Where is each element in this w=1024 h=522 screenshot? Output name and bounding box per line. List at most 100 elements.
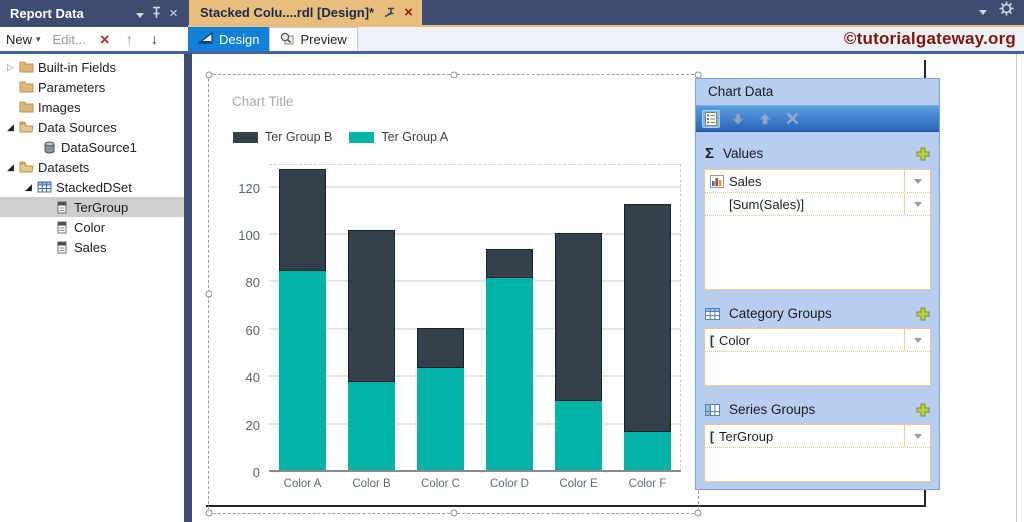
- expander-expanded-icon[interactable]: ◢: [25, 181, 32, 192]
- resize-handle[interactable]: [450, 509, 457, 517]
- close-icon[interactable]: ×: [169, 5, 178, 22]
- tree-item-images[interactable]: Images: [0, 97, 184, 117]
- add-category-group-button[interactable]: [916, 307, 930, 321]
- category-groups-label: Category Groups: [729, 306, 832, 321]
- tree-item-datasets[interactable]: ◢ Datasets: [0, 157, 184, 177]
- values-list: Sales [Sum(Sales)]: [704, 169, 931, 290]
- x-axis-tick-label: Color A: [283, 478, 322, 490]
- field-icon: [53, 201, 71, 214]
- tree-item-tergroup[interactable]: TerGroup: [0, 197, 184, 217]
- move-up-icon[interactable]: ↑: [125, 31, 133, 47]
- value-row-sum-sales[interactable]: [Sum(Sales)]: [705, 193, 930, 216]
- category-group-row-color[interactable]: [ Color: [705, 329, 930, 352]
- resize-handle[interactable]: [694, 509, 702, 517]
- bar-segment[interactable]: [348, 381, 395, 472]
- bar-stack-color-b[interactable]: [348, 164, 395, 472]
- bar-segment[interactable]: [348, 230, 395, 382]
- dropdown-button[interactable]: [904, 425, 930, 447]
- bar-segment[interactable]: [417, 327, 464, 368]
- tab-list-chevron-icon[interactable]: [979, 3, 987, 18]
- move-down-icon[interactable]: [729, 110, 747, 128]
- gear-icon[interactable]: [999, 1, 1014, 19]
- bar-stack-color-d[interactable]: [486, 164, 533, 472]
- gridlines: 0 20 40 60 80 100 120: [238, 164, 681, 480]
- y-axis-tick-label: 120: [238, 180, 260, 196]
- new-button[interactable]: New: [6, 31, 33, 47]
- legend-item[interactable]: Ter Group A: [349, 130, 448, 144]
- add-series-group-button[interactable]: [916, 403, 930, 417]
- category-groups-header: Category Groups: [696, 306, 939, 321]
- bar-segment[interactable]: [555, 400, 602, 472]
- pin-icon[interactable]: [148, 6, 165, 22]
- plot-area[interactable]: 0 20 40 60 80 100 120: [238, 164, 681, 480]
- gridline: [269, 422, 681, 425]
- edit-button[interactable]: Edit...: [52, 31, 86, 47]
- editor-scrollbar[interactable]: [1016, 54, 1017, 522]
- chart-legend[interactable]: Ter Group B Ter Group A: [233, 130, 448, 144]
- report-data-title: Report Data: [10, 6, 84, 21]
- header-separator: [0, 51, 1024, 54]
- move-up-icon[interactable]: [756, 110, 774, 128]
- y-axis-tick-label: 60: [245, 322, 260, 338]
- resize-handle[interactable]: [205, 71, 213, 79]
- tree-item-data-sources[interactable]: ◢ Data Sources: [0, 117, 184, 137]
- chart-data-panel: Chart Data Σ Values Sales [: [695, 78, 940, 490]
- dropdown-button[interactable]: [904, 193, 930, 215]
- bar-stack-color-e[interactable]: [555, 164, 602, 472]
- folder-open-icon: [17, 121, 35, 133]
- tab-close-icon[interactable]: ×: [404, 4, 413, 21]
- expander-expanded-icon[interactable]: ◢: [7, 121, 14, 132]
- window-position-chevron-icon[interactable]: [131, 7, 148, 21]
- tree-item-built-in-fields[interactable]: ▷ Built-in Fields: [0, 57, 184, 77]
- new-dropdown-icon[interactable]: ▾: [36, 33, 41, 44]
- chart-data-toolbar: [696, 105, 939, 132]
- bar-segment[interactable]: [417, 367, 464, 472]
- bar-segment[interactable]: [624, 204, 671, 432]
- tab-preview[interactable]: Preview: [269, 27, 358, 51]
- bar-segment[interactable]: [279, 270, 326, 472]
- delete-icon[interactable]: [783, 110, 801, 128]
- document-tab[interactable]: Stacked Colu....rdl [Design]* ×: [189, 0, 422, 25]
- series-group-row-tergroup[interactable]: [ TerGroup: [705, 425, 930, 448]
- bar-segment[interactable]: [279, 168, 326, 271]
- document-tab-label: Stacked Colu....rdl [Design]*: [200, 5, 375, 20]
- legend-swatch: [233, 131, 258, 143]
- y-axis-tick-label: 100: [238, 228, 260, 244]
- y-axis-tick-label: 40: [245, 370, 260, 386]
- dropdown-button[interactable]: [904, 170, 930, 192]
- bar-segment[interactable]: [555, 232, 602, 401]
- x-axis-line: [269, 470, 681, 472]
- add-value-button[interactable]: [916, 147, 930, 161]
- resize-handle[interactable]: [205, 509, 213, 517]
- bar-stack-color-c[interactable]: [417, 164, 464, 472]
- tab-design[interactable]: Design: [188, 27, 270, 51]
- group-bracket-icon: [: [709, 428, 715, 444]
- tree-item-datasource1[interactable]: DataSource1: [0, 137, 184, 157]
- gridline: [269, 185, 681, 188]
- report-data-toolbar: New ▾ Edit... × ↑ ↓: [0, 27, 188, 51]
- tree-item-stackeddset[interactable]: ◢ StackedDSet: [0, 177, 184, 197]
- legend-item[interactable]: Ter Group B: [233, 130, 332, 144]
- chart-title[interactable]: Chart Title: [232, 94, 294, 109]
- expander-expanded-icon[interactable]: ◢: [7, 161, 14, 172]
- chevron-down-icon: [913, 178, 922, 184]
- chart-element[interactable]: Chart Title Ter Group B Ter Group A 0 20 40…: [212, 78, 695, 505]
- bar-stack-color-a[interactable]: [279, 164, 326, 472]
- expander-collapsed-icon[interactable]: ▷: [7, 61, 14, 72]
- bar-segment[interactable]: [486, 277, 533, 472]
- move-down-icon[interactable]: ↓: [150, 30, 159, 48]
- bar-stack-color-f[interactable]: [624, 164, 671, 472]
- y-axis-tick-label: 20: [245, 417, 260, 433]
- panel-splitter[interactable]: [184, 54, 192, 522]
- tree-item-color[interactable]: Color: [0, 217, 184, 237]
- delete-icon[interactable]: ×: [99, 29, 110, 49]
- properties-icon[interactable]: [702, 109, 720, 128]
- bar-segment[interactable]: [624, 431, 671, 472]
- bar-segment[interactable]: [486, 249, 533, 278]
- tab-pin-icon[interactable]: [384, 7, 396, 19]
- tree-item-parameters[interactable]: Parameters: [0, 77, 184, 97]
- tree-item-sales[interactable]: Sales: [0, 237, 184, 257]
- value-row-sales[interactable]: Sales: [705, 170, 930, 193]
- preview-magnifier-icon: [280, 32, 294, 48]
- dropdown-button[interactable]: [904, 329, 930, 351]
